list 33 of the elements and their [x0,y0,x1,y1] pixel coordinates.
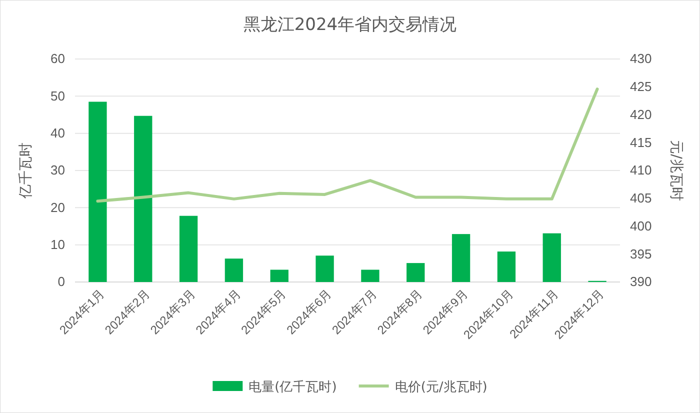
bar [361,270,380,282]
y2-axis-title: 元/兆瓦时 [668,140,684,201]
y-tick-label: 20 [50,200,65,215]
bar [224,258,244,282]
bar [406,263,425,282]
y-tick-label: 40 [50,125,65,140]
y-tick-label: 60 [50,51,65,66]
bar [270,270,288,282]
y-tick-label: 10 [50,236,65,252]
chart-title: 黑龙江2024年省内交易情况 [243,15,457,35]
bar [316,256,334,282]
line-series [96,88,599,203]
bar [88,102,107,282]
bar [452,234,470,282]
y2-tick-label: 390 [630,274,652,290]
y2-tick-label: 415 [630,134,652,150]
legend-label: 电价(元/兆瓦时) [394,380,488,395]
y2-tick-label: 405 [630,190,652,206]
y-tick-label: 50 [50,88,65,104]
y2-tick-label: 425 [630,79,652,94]
bar [542,233,561,282]
y2-tick-label: 410 [630,162,652,178]
y-tick-label: 0 [58,274,65,290]
y2-tick-label: 430 [630,51,652,66]
y2-tick-label: 400 [630,218,652,234]
y2-tick-label: 395 [630,246,652,262]
bar [179,216,198,282]
legend-label: 电量(亿千瓦时) [248,380,337,395]
bar [497,252,516,282]
bar [134,116,152,282]
y-axis-title: 亿千瓦时 [18,142,34,200]
y-tick-label: 30 [50,162,65,178]
y2-tick-label: 420 [630,106,652,122]
